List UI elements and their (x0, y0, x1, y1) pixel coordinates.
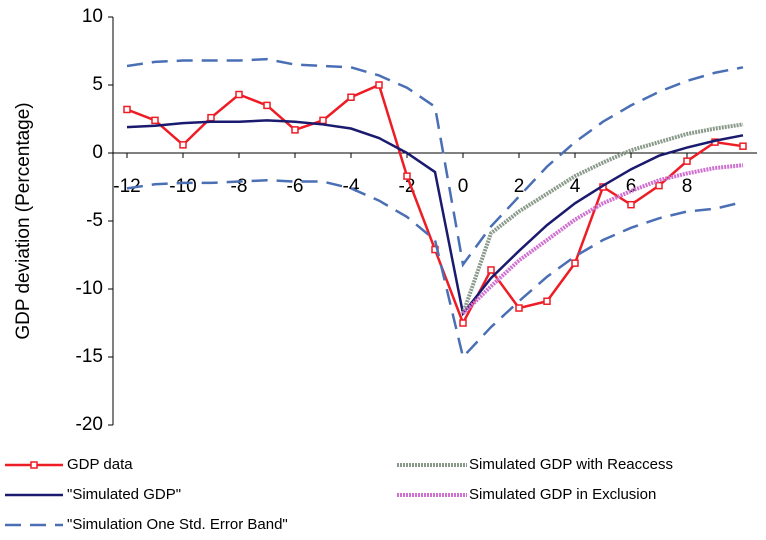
x-tick-label: 4 (570, 176, 581, 197)
point-marker (319, 116, 327, 125)
point-marker (207, 113, 215, 122)
x-tick-label: 2 (514, 176, 525, 197)
point-marker (655, 181, 663, 190)
series-line (461, 163, 744, 315)
series-line (461, 122, 744, 315)
y-tick-label: 5 (92, 74, 103, 95)
x-tick-label: -2 (399, 176, 416, 197)
point-marker (459, 319, 467, 327)
legend-label: "Simulated GDP" (67, 486, 181, 503)
point-marker (739, 142, 747, 150)
y-tick-label: -5 (86, 210, 103, 231)
y-tick-label: 10 (82, 6, 103, 27)
point-marker (375, 81, 383, 89)
legend-label: Simulated GDP with Reaccess (469, 456, 673, 473)
x-tick-label: -12 (113, 176, 140, 197)
series-line (126, 57, 744, 268)
point-marker (123, 105, 131, 114)
point-marker (627, 200, 635, 209)
point-marker (543, 297, 551, 305)
y-tick-label: 0 (92, 142, 103, 163)
x-tick-label: 8 (682, 176, 693, 197)
point-marker (263, 101, 271, 110)
point-marker (571, 259, 579, 267)
x-tick-label: 6 (626, 176, 637, 197)
y-tick-label: -10 (76, 278, 103, 299)
point-marker (515, 304, 523, 312)
x-tick-label: -4 (343, 176, 360, 197)
y-axis-label: GDP deviation (Percentage) (13, 102, 34, 339)
legend-marker (30, 461, 38, 469)
point-marker (151, 116, 159, 125)
legend-label: "Simulation One Std. Error Band" (67, 516, 288, 533)
legend-label: Simulated GDP in Exclusion (469, 486, 656, 503)
point-marker (179, 141, 187, 149)
point-marker (487, 266, 495, 274)
x-tick-label: -10 (169, 176, 196, 197)
point-marker (403, 172, 411, 180)
point-marker (683, 157, 691, 165)
point-marker (235, 90, 243, 99)
y-tick-label: -20 (76, 414, 103, 435)
point-marker (291, 126, 299, 134)
point-marker (347, 93, 355, 101)
x-tick-label: 0 (458, 176, 469, 197)
legend-label: GDP data (67, 456, 133, 473)
series-line (126, 178, 744, 360)
y-tick-label: -15 (76, 346, 103, 367)
series-line (126, 119, 744, 317)
x-tick-label: -8 (231, 176, 248, 197)
x-tick-label: -6 (287, 176, 304, 197)
